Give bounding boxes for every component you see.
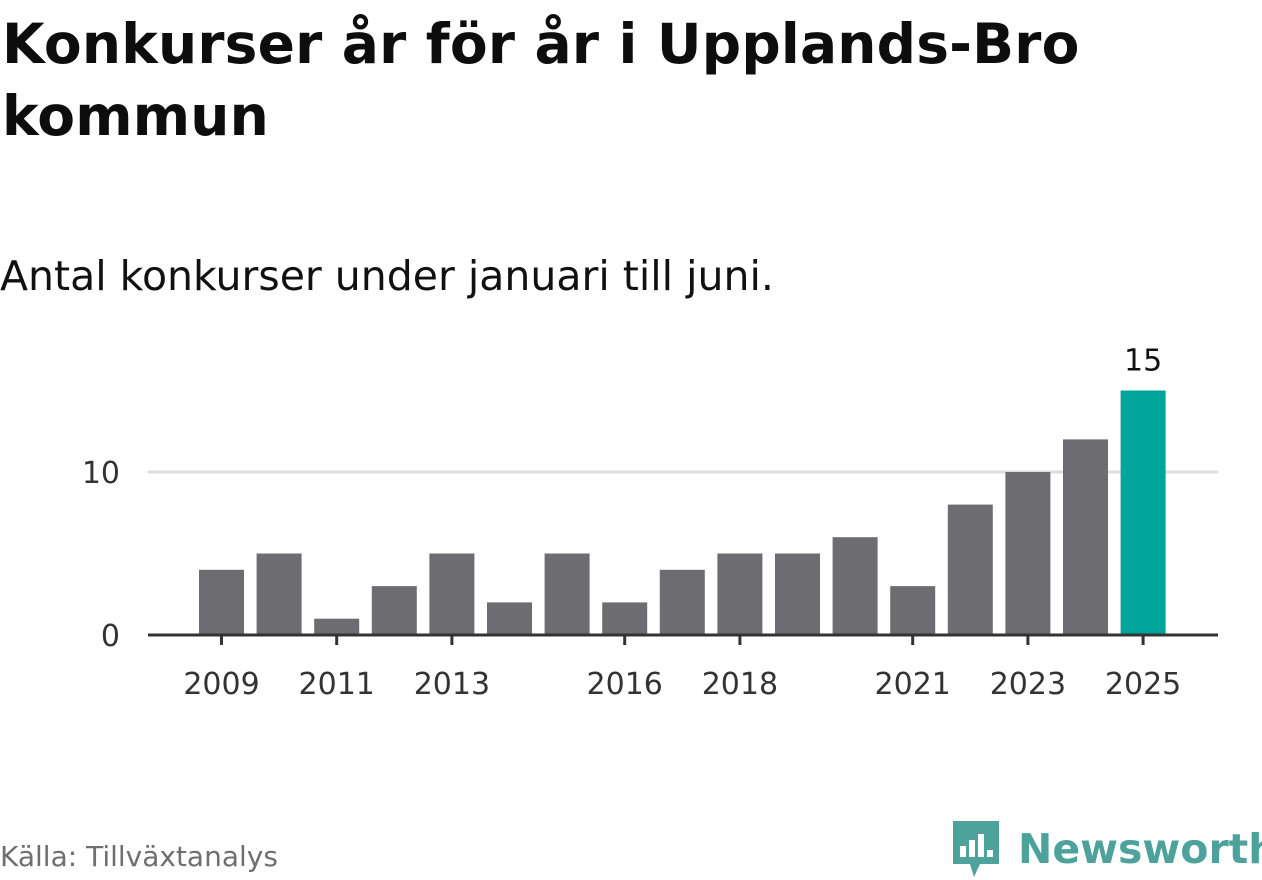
x-tick-label: 2025: [1105, 667, 1181, 702]
bar-2025: [1120, 390, 1166, 635]
bar-2016: [602, 602, 648, 635]
x-tick-label: 2018: [702, 667, 778, 702]
bar-2012: [371, 586, 417, 635]
bar-2021: [890, 586, 936, 635]
bar-2023: [1005, 472, 1051, 635]
chart-subtitle: Antal konkurser under januari till juni.: [0, 252, 774, 300]
source-note: Källa: Tillväxtanalys: [0, 840, 278, 873]
bar-2020: [832, 537, 878, 635]
bar-2014: [487, 602, 532, 635]
y-tick-label: 0: [101, 619, 120, 654]
newsworthy-brand: Newsworthy: [950, 818, 1262, 880]
chart-title: Konkurser år för år i Upplands-Bro kommu…: [2, 12, 1080, 148]
x-tick-label: 2009: [183, 667, 259, 702]
newsworthy-logo-icon: [953, 821, 999, 877]
bar-2015: [544, 553, 590, 635]
x-tick-label: 2011: [299, 667, 375, 702]
bar-2024: [1063, 439, 1108, 635]
data-label: 15: [1124, 344, 1162, 379]
bar-2011: [314, 618, 360, 635]
x-tick-label: 2016: [587, 667, 663, 702]
bar-2017: [659, 569, 705, 635]
bar-2022: [947, 504, 993, 635]
bar-2018: [717, 553, 763, 635]
brand-name: Newsworthy: [1018, 825, 1262, 873]
bar-chart: 0 10 15 2009 2011 2013 2016 2018 2021 2023 2025: [82, 344, 1218, 702]
bar-2013: [429, 553, 475, 635]
bar-2009: [199, 569, 244, 635]
y-tick-label: 10: [82, 456, 120, 491]
x-tick-label: 2013: [414, 667, 490, 702]
bar-2019: [775, 553, 820, 635]
x-tick-label: 2023: [990, 667, 1066, 702]
x-tick-label: 2021: [875, 667, 951, 702]
bar-2010: [256, 553, 302, 635]
